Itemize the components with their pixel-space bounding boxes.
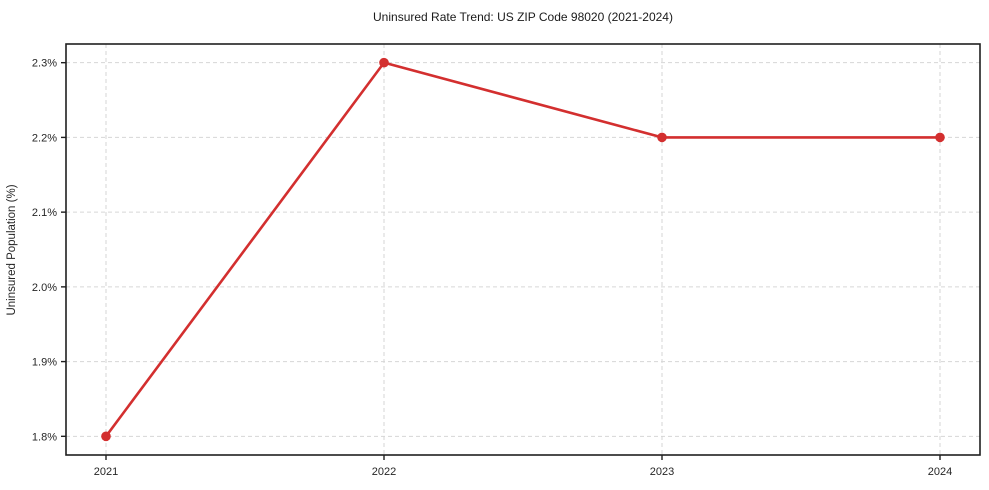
series-layer (101, 57, 945, 442)
chart-title: Uninsured Rate Trend: US ZIP Code 98020 … (373, 10, 673, 24)
x-tick-label: 2021 (94, 466, 118, 478)
y-tick-label: 2.3% (32, 58, 57, 70)
y-tick-label: 2.0% (32, 282, 57, 294)
data-point (101, 431, 111, 442)
series-line-uninsured-rate (104, 61, 942, 438)
x-tick-label: 2023 (650, 466, 674, 478)
y-tick-label: 1.9% (32, 357, 57, 369)
grid-layer (66, 44, 980, 455)
x-tick-label: 2022 (372, 466, 396, 478)
axis-layer: 1.8% 1.9% 2.0% 2.1% 2.2% 2.3% 2021 2022 2023 2024 (32, 58, 952, 478)
data-point (935, 132, 945, 143)
x-tick-label: 2024 (928, 466, 952, 478)
y-tick-label: 2.2% (32, 132, 57, 144)
data-point (379, 57, 389, 68)
data-point (657, 132, 667, 143)
y-tick-label: 1.8% (32, 431, 57, 443)
plot-border (65, 43, 981, 456)
y-tick-label: 2.1% (32, 207, 57, 219)
y-axis-label: Uninsured Population (%) (6, 184, 18, 315)
